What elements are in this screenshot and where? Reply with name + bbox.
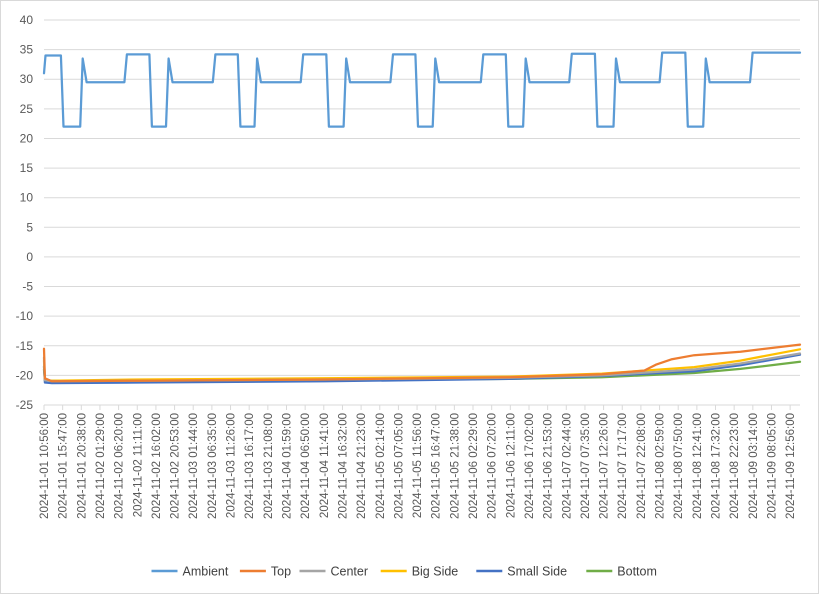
x-tick-label: 2024-11-06 02:29:00 (468, 413, 480, 519)
x-tick-label: 2024-11-07 22:08:00 (636, 413, 648, 519)
legend-item-bottom: Bottom (586, 565, 657, 579)
y-tick-label: -20 (16, 368, 34, 382)
x-tick-label: 2024-11-05 02:14:00 (375, 413, 387, 519)
series-line-small-side (42, 353, 802, 385)
x-tick-label: 2024-11-03 06:35:00 (207, 413, 219, 519)
x-tick-label: 2024-11-05 11:56:00 (412, 413, 424, 518)
legend-label: Ambient (183, 565, 229, 579)
series-line-big-side (42, 348, 802, 382)
x-tick-label: 2024-11-04 16:32:00 (337, 413, 349, 519)
x-tick-label: 2024-11-01 10:56:00 (39, 413, 51, 519)
x-axis: 2024-11-01 10:56:00 2024-11-01 15:47:00 20… (39, 405, 797, 519)
x-tick-label: 2024-11-03 16:17:00 (244, 413, 256, 519)
x-tick-label: 2024-11-07 12:26:00 (599, 413, 611, 519)
x-tick-label: 2024-11-04 21:23:00 (356, 413, 368, 519)
x-tick-label: 2024-11-02 06:20:00 (114, 413, 126, 519)
x-tick-label: 2024-11-06 07:20:00 (487, 413, 499, 519)
y-tick-label: -5 (22, 280, 33, 294)
x-tick-label: 2024-11-06 12:11:00 (505, 413, 517, 518)
y-tick-label: 30 (20, 72, 34, 86)
x-tick-label: 2024-11-04 06:50:00 (300, 413, 312, 519)
y-tick-label: -15 (16, 339, 34, 353)
legend-item-center: Center (299, 565, 369, 579)
y-axis: -25 -20 -15 -10 -5 0 5 10 15 20 25 30 35 40 (16, 13, 34, 412)
y-tick-label: -25 (16, 398, 34, 412)
x-tick-label: 2024-11-02 20:53:00 (170, 413, 182, 519)
gridlines (44, 19, 800, 406)
x-tick-label: 2024-11-06 17:02:00 (524, 413, 536, 519)
series-line-ambient (42, 51, 802, 128)
plot-series (42, 51, 802, 385)
y-tick-label: 10 (20, 191, 34, 205)
x-tick-label: 2024-11-08 17:32:00 (711, 413, 723, 519)
legend-item-ambient: Ambient (151, 565, 229, 579)
x-tick-label: 2024-11-02 11:11:00 (132, 413, 144, 517)
x-tick-label: 2024-11-05 16:47:00 (431, 413, 443, 519)
x-tick-label: 2024-11-07 02:44:00 (561, 413, 573, 519)
x-tick-label: 2024-11-04 01:59:00 (281, 413, 293, 519)
legend-label: Center (331, 565, 369, 579)
y-tick-label: 15 (20, 161, 34, 175)
y-tick-label: 20 (20, 131, 34, 145)
y-tick-label: 35 (20, 43, 34, 57)
x-tick-label: 2024-11-03 01:44:00 (188, 413, 200, 519)
y-tick-label: 25 (20, 102, 34, 116)
x-tick-label: 2024-11-01 15:47:00 (58, 413, 70, 519)
x-tick-label: 2024-11-05 21:38:00 (449, 413, 461, 519)
legend-item-small-side: Small Side (476, 565, 567, 579)
y-tick-label: 5 (26, 220, 33, 234)
x-tick-label: 2024-11-05 07:05:00 (393, 413, 405, 519)
x-tick-label: 2024-11-02 01:29:00 (95, 413, 107, 519)
y-tick-label: 0 (26, 250, 33, 264)
y-tick-label: -10 (16, 309, 34, 323)
x-tick-label: 2024-11-06 21:53:00 (543, 413, 555, 519)
x-tick-label: 2024-11-08 22:23:00 (729, 413, 741, 519)
x-tick-label: 2024-11-09 08:05:00 (766, 413, 778, 519)
x-tick-label: 2024-11-01 20:38:00 (76, 413, 88, 519)
legend-label: Top (271, 565, 291, 579)
x-tick-label: 2024-11-08 12:41:00 (692, 413, 704, 519)
legend-item-big-side: Big Side (380, 565, 459, 579)
series-line-top (42, 343, 802, 383)
x-tick-label: 2024-11-04 11:41:00 (319, 413, 331, 518)
legend-item-top: Top (239, 565, 291, 579)
x-tick-label: 2024-11-09 12:56:00 (785, 413, 797, 519)
legend-label: Small Side (507, 565, 567, 579)
legend: Ambient Top Center Big Side Small Side Bottom (151, 565, 657, 579)
legend-label: Bottom (617, 565, 657, 579)
y-tick-label: 40 (20, 13, 34, 27)
x-tick-label: 2024-11-08 02:59:00 (655, 413, 667, 519)
x-tick-label: 2024-11-07 17:17:00 (617, 413, 629, 519)
legend-label: Big Side (412, 565, 459, 579)
x-tick-label: 2024-11-03 21:08:00 (263, 413, 275, 519)
x-tick-label: 2024-11-07 07:35:00 (580, 413, 592, 519)
x-tick-label: 2024-11-08 07:50:00 (673, 413, 685, 519)
x-tick-label: 2024-11-03 11:26:00 (226, 413, 238, 518)
x-tick-label: 2024-11-09 03:14:00 (748, 413, 760, 519)
x-tick-label: 2024-11-02 16:02:00 (151, 413, 163, 519)
